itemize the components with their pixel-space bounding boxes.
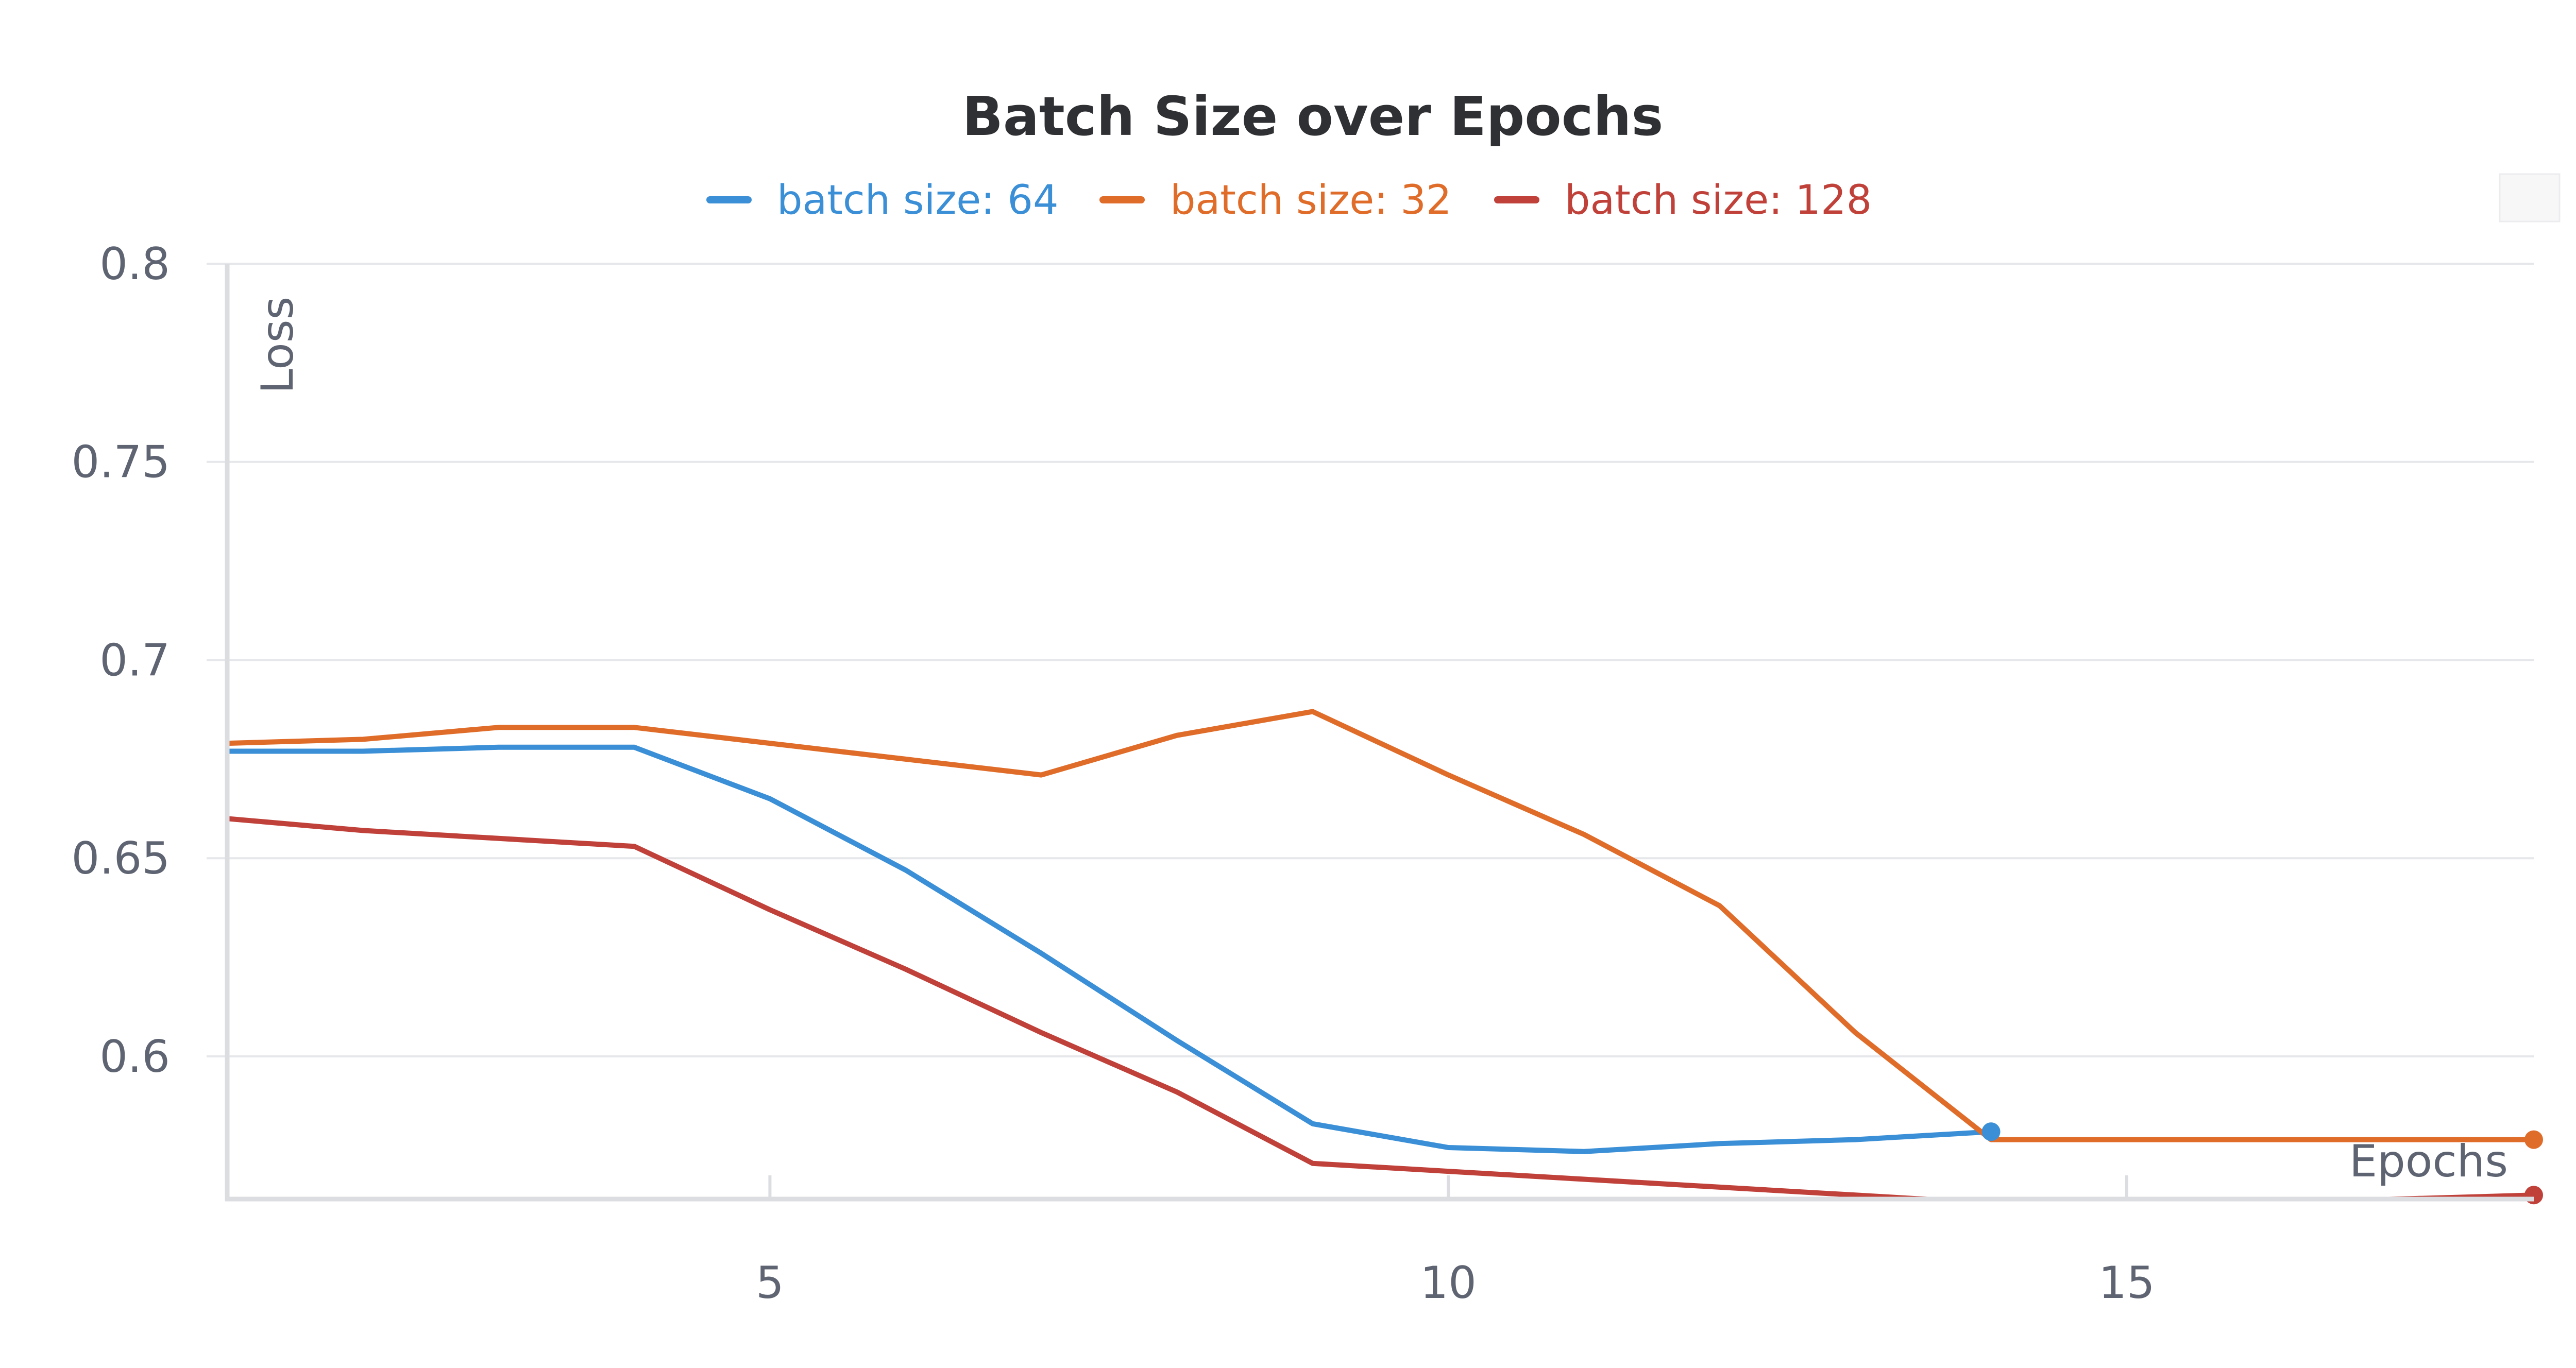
series-line-2 xyxy=(227,816,2536,1199)
series-line-1 xyxy=(227,709,2536,1142)
legend-label: batch size: 32 xyxy=(1170,177,1452,224)
x-tick-labels: 5 10 15 xyxy=(756,1175,2155,1309)
series-end-marker-1 xyxy=(2524,1130,2543,1149)
chart-title: Batch Size over Epochs xyxy=(962,85,1664,148)
y-tick-label: 0.65 xyxy=(72,833,170,884)
series-end-marker-0 xyxy=(1981,1122,2001,1141)
y-tick-label: 0.75 xyxy=(72,437,170,488)
y-tick-label: 0.7 xyxy=(99,635,170,686)
legend-item[interactable]: batch size: 64 xyxy=(706,177,1059,224)
y-tick-label: 0.6 xyxy=(99,1031,170,1083)
series-layer xyxy=(227,709,2543,1205)
series-line-0 xyxy=(227,744,1994,1154)
legend-item[interactable]: batch size: 128 xyxy=(1494,177,1872,224)
x-tick-label: 10 xyxy=(1420,1257,1476,1309)
legend: batch size: 64 batch size: 32 batch size: … xyxy=(706,177,1872,224)
chart-menu-button[interactable] xyxy=(2499,173,2561,223)
legend-item[interactable]: batch size: 32 xyxy=(1099,177,1452,224)
series-end-marker-2 xyxy=(2524,1186,2543,1205)
x-axis-label: Epochs xyxy=(2349,1136,2508,1187)
x-tick-label: 15 xyxy=(2098,1257,2155,1309)
y-tick-label: 0.8 xyxy=(99,238,170,290)
y-axis-label: Loss xyxy=(252,297,303,394)
y-tick-labels: 0.6 0.65 0.7 0.75 0.8 xyxy=(72,238,170,1083)
legend-label: batch size: 64 xyxy=(777,177,1059,224)
x-tick-label: 5 xyxy=(756,1257,784,1309)
gridlines xyxy=(207,263,2534,1057)
legend-label: batch size: 128 xyxy=(1565,177,1872,224)
